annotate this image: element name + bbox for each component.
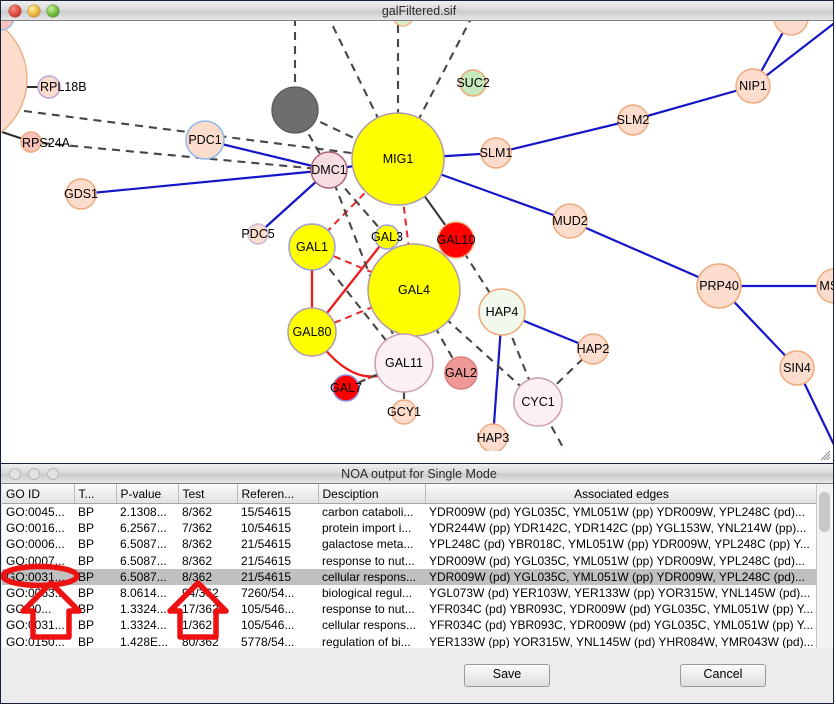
svg-text:HAP2: HAP2 xyxy=(577,342,610,356)
svg-text:PRP40: PRP40 xyxy=(699,279,739,293)
svg-text:HAP4: HAP4 xyxy=(486,305,519,319)
svg-text:GAL7: GAL7 xyxy=(330,381,362,395)
svg-text:NIP1: NIP1 xyxy=(739,79,767,93)
svg-text:GAL1: GAL1 xyxy=(296,240,328,254)
svg-text:HAP3: HAP3 xyxy=(477,431,510,445)
svg-text:SLM2: SLM2 xyxy=(617,113,650,127)
svg-text:SLM1: SLM1 xyxy=(480,146,513,160)
svg-text:PDC1: PDC1 xyxy=(188,133,221,147)
svg-text:CYC1: CYC1 xyxy=(521,395,554,409)
svg-text:GCY1: GCY1 xyxy=(387,405,421,419)
svg-text:SUC2: SUC2 xyxy=(456,76,489,90)
svg-text:MUD2: MUD2 xyxy=(552,214,587,228)
svg-text:GDS1: GDS1 xyxy=(64,187,98,201)
svg-text:GAL10: GAL10 xyxy=(437,233,476,247)
svg-text:GAL11: GAL11 xyxy=(385,356,423,370)
svg-text:RPS24A: RPS24A xyxy=(22,136,71,150)
svg-text:GAL4: GAL4 xyxy=(398,283,430,297)
svg-text:GAL2: GAL2 xyxy=(445,366,477,380)
svg-text:MSI1: MSI1 xyxy=(819,279,834,293)
svg-text:PDC5: PDC5 xyxy=(241,227,274,241)
svg-text:SIN4: SIN4 xyxy=(783,361,811,375)
svg-text:GAL3: GAL3 xyxy=(371,230,403,244)
svg-text:RPL18B: RPL18B xyxy=(40,80,87,94)
svg-text:GAL80: GAL80 xyxy=(293,325,332,339)
svg-text:MIG1: MIG1 xyxy=(383,152,414,166)
svg-text:DMC1: DMC1 xyxy=(311,163,346,177)
